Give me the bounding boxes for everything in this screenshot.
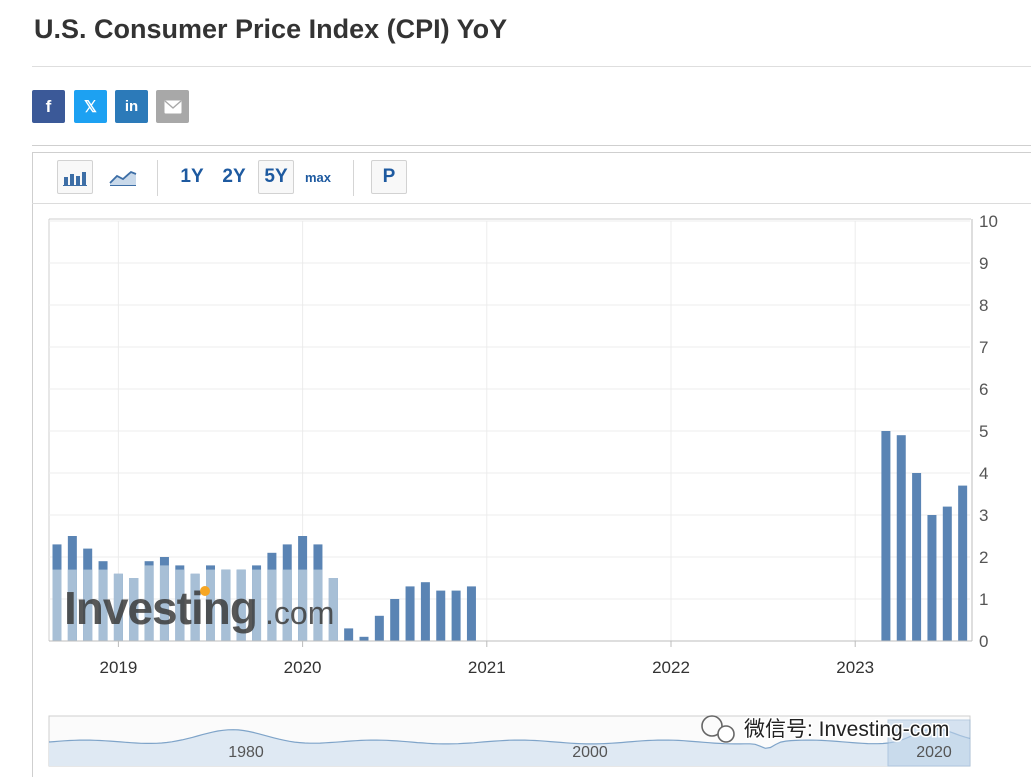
email-icon: [164, 99, 181, 113]
line-chart-icon: [109, 170, 137, 186]
bar-chart-icon: [63, 172, 87, 186]
facebook-icon: f: [45, 96, 52, 116]
toolbar-separator: [353, 160, 354, 196]
range-1y-button[interactable]: 1Y: [180, 166, 204, 187]
bar-chart-button[interactable]: [57, 160, 93, 194]
twitter-icon: 𝕏: [84, 98, 97, 116]
toolbar-divider: [32, 203, 1031, 204]
facebook-share-button[interactable]: f: [32, 90, 65, 123]
section-divider: [32, 145, 1031, 146]
email-share-button[interactable]: [156, 90, 189, 123]
twitter-share-button[interactable]: 𝕏: [74, 90, 107, 123]
page-title: U.S. Consumer Price Index (CPI) YoY: [34, 14, 508, 44]
p-button[interactable]: P: [371, 160, 407, 194]
range-5y-button[interactable]: 5Y: [258, 160, 294, 194]
linkedin-share-button[interactable]: in: [115, 90, 148, 123]
chart-panel: [32, 152, 1031, 777]
line-chart-button[interactable]: [104, 160, 142, 194]
linkedin-icon: in: [124, 98, 139, 115]
range-2y-button[interactable]: 2Y: [222, 166, 246, 187]
title-divider: [32, 66, 1031, 67]
toolbar-separator: [157, 160, 158, 196]
range-max-button[interactable]: max: [304, 169, 332, 185]
